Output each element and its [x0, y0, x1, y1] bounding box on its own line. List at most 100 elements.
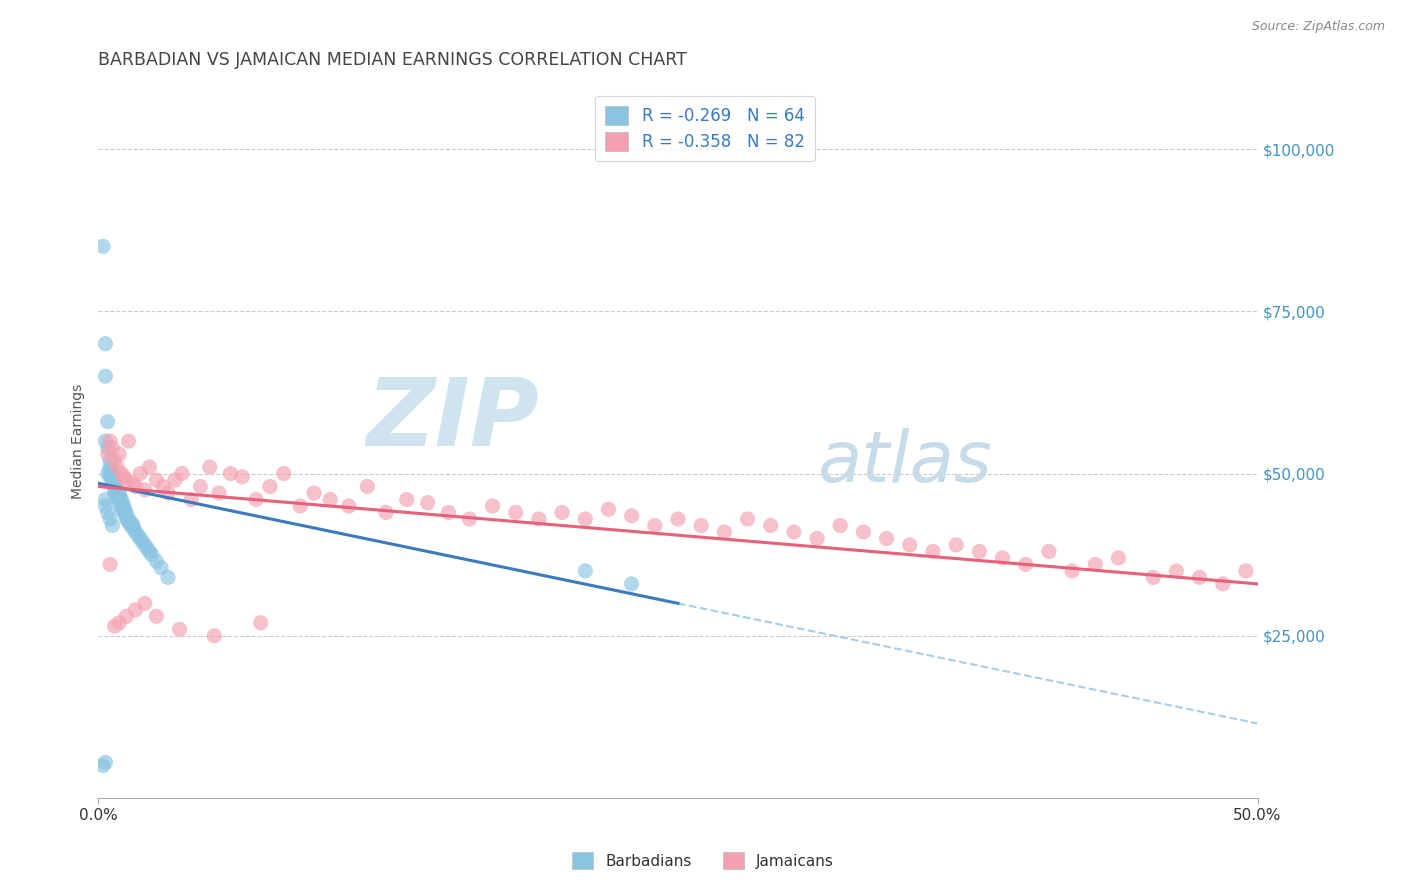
Point — [127, 528, 149, 542]
Point — [101, 467, 124, 481]
Point — [169, 623, 191, 637]
Point — [574, 564, 596, 578]
Point — [150, 560, 173, 574]
Point — [202, 629, 225, 643]
Point — [112, 506, 135, 520]
Point — [136, 541, 159, 556]
Point — [319, 492, 342, 507]
Point — [190, 479, 212, 493]
Point — [138, 544, 160, 558]
Point — [98, 463, 121, 477]
Point — [198, 460, 221, 475]
Point — [98, 470, 121, 484]
Point — [991, 550, 1014, 565]
Point — [337, 499, 360, 513]
Point — [759, 518, 782, 533]
Point — [249, 615, 271, 630]
Point — [129, 532, 152, 546]
Point — [1142, 570, 1164, 584]
Point — [104, 476, 127, 491]
Point — [374, 506, 396, 520]
Point — [98, 512, 121, 526]
Point — [690, 518, 713, 533]
Point — [1188, 570, 1211, 584]
Point — [91, 239, 114, 253]
Point — [110, 496, 132, 510]
Point — [94, 492, 117, 507]
Point — [1060, 564, 1083, 578]
Point — [110, 499, 132, 513]
Point — [395, 492, 418, 507]
Point — [105, 460, 128, 475]
Point — [620, 508, 643, 523]
Point — [101, 473, 124, 487]
Point — [98, 558, 121, 572]
Point — [104, 473, 127, 487]
Point — [124, 479, 146, 493]
Point — [101, 470, 124, 484]
Point — [97, 415, 120, 429]
Point — [288, 499, 311, 513]
Point — [208, 486, 231, 500]
Point — [1107, 550, 1129, 565]
Point — [110, 467, 132, 481]
Point — [108, 486, 131, 500]
Point — [806, 532, 828, 546]
Point — [117, 434, 139, 448]
Point — [105, 489, 128, 503]
Point — [124, 524, 146, 539]
Point — [1166, 564, 1188, 578]
Point — [94, 434, 117, 448]
Point — [737, 512, 759, 526]
Point — [1015, 558, 1038, 572]
Point — [644, 518, 666, 533]
Point — [98, 460, 121, 475]
Point — [131, 534, 153, 549]
Point — [574, 512, 596, 526]
Point — [170, 467, 193, 481]
Point — [783, 524, 806, 539]
Point — [98, 453, 121, 467]
Point — [551, 506, 574, 520]
Point — [91, 758, 114, 772]
Point — [115, 609, 138, 624]
Point — [156, 570, 179, 584]
Point — [101, 441, 124, 455]
Legend: R = -0.269   N = 64, R = -0.358   N = 82: R = -0.269 N = 64, R = -0.358 N = 82 — [595, 96, 814, 161]
Point — [115, 512, 138, 526]
Point — [115, 473, 138, 487]
Text: ZIP: ZIP — [366, 374, 538, 466]
Point — [124, 603, 146, 617]
Point — [152, 479, 174, 493]
Point — [145, 473, 167, 487]
Point — [122, 522, 145, 536]
Point — [458, 512, 481, 526]
Point — [219, 467, 242, 481]
Point — [898, 538, 921, 552]
Point — [163, 473, 186, 487]
Point — [145, 554, 167, 568]
Point — [97, 467, 120, 481]
Point — [94, 369, 117, 384]
Point — [108, 489, 131, 503]
Point — [122, 518, 145, 533]
Point — [108, 496, 131, 510]
Point — [104, 486, 127, 500]
Point — [852, 524, 875, 539]
Point — [945, 538, 967, 552]
Point — [108, 447, 131, 461]
Point — [94, 336, 117, 351]
Point — [969, 544, 991, 558]
Point — [134, 538, 156, 552]
Point — [104, 483, 127, 497]
Point — [1084, 558, 1107, 572]
Point — [97, 506, 120, 520]
Point — [112, 502, 135, 516]
Point — [134, 483, 156, 497]
Text: Source: ZipAtlas.com: Source: ZipAtlas.com — [1251, 20, 1385, 33]
Point — [115, 506, 138, 520]
Legend: Barbadians, Jamaicans: Barbadians, Jamaicans — [565, 846, 841, 875]
Point — [138, 460, 160, 475]
Point — [666, 512, 689, 526]
Text: atlas: atlas — [817, 428, 991, 497]
